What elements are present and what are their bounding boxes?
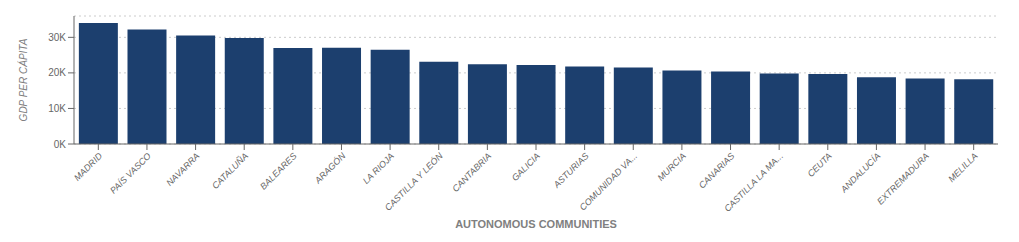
svg-text:LA RIOJA: LA RIOJA [361, 151, 396, 186]
svg-text:MURCIA: MURCIA [656, 151, 688, 183]
svg-text:GALICIA: GALICIA [510, 151, 542, 183]
svg-text:EXTREMADURA: EXTREMADURA [875, 151, 931, 207]
svg-text:CASTILLA Y LEÓN: CASTILLA Y LEÓN [383, 151, 445, 213]
svg-text:CATALUÑA: CATALUÑA [210, 151, 250, 191]
svg-text:CANTABRIA: CANTABRIA [450, 151, 493, 194]
svg-text:COMUNIDAD VA...: COMUNIDAD VA... [578, 151, 640, 213]
svg-text:ARAGÓN: ARAGÓN [312, 151, 348, 187]
svg-text:ANDALUCÍA: ANDALUCÍA [838, 151, 882, 195]
svg-text:10K: 10K [48, 103, 66, 114]
svg-text:AUTONOMOUS COMMUNITIES: AUTONOMOUS COMMUNITIES [455, 218, 617, 230]
svg-text:CANARIAS: CANARIAS [697, 151, 737, 191]
svg-text:0K: 0K [54, 139, 67, 150]
svg-text:BALEARES: BALEARES [258, 151, 299, 192]
svg-text:ASTURIAS: ASTURIAS [551, 151, 591, 191]
svg-text:CEUTA: CEUTA [806, 151, 834, 179]
svg-text:MELILLA: MELILLA [946, 151, 979, 184]
svg-text:CASTILLA LA MA...: CASTILLA LA MA... [722, 151, 785, 214]
svg-text:PAÍS VASCO: PAÍS VASCO [108, 151, 153, 196]
svg-text:GDP PER CÁPITA: GDP PER CÁPITA [17, 38, 29, 121]
svg-text:MADRID: MADRID [72, 151, 105, 184]
svg-text:20K: 20K [48, 67, 66, 78]
svg-text:30K: 30K [48, 32, 66, 43]
svg-text:NAVARRA: NAVARRA [164, 151, 201, 188]
